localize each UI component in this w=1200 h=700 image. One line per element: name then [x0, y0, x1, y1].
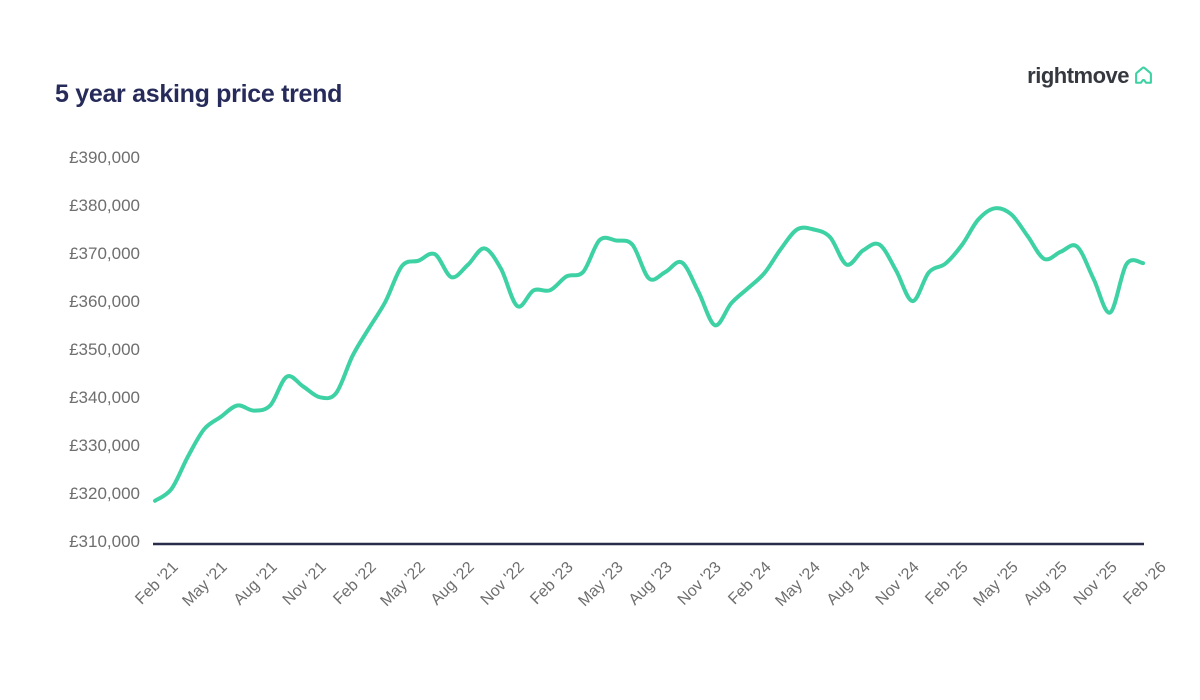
rightmove-logo: rightmove: [1027, 63, 1156, 89]
y-tick-label: £370,000: [69, 244, 140, 263]
y-tick-label: £320,000: [69, 484, 140, 503]
y-tick-label: £340,000: [69, 388, 140, 407]
chart-title: 5 year asking price trend: [55, 80, 343, 108]
y-tick-label: £360,000: [69, 292, 140, 311]
y-tick-label: £350,000: [69, 340, 140, 359]
rightmove-logo-text: rightmove: [1027, 63, 1129, 88]
y-tick-label: £310,000: [69, 532, 140, 551]
y-tick-label: £380,000: [69, 196, 140, 215]
price-trend-line: [153, 206, 1145, 503]
y-tick-label: £390,000: [69, 148, 140, 167]
rightmove-house-icon: [1135, 66, 1152, 84]
y-tick-label: £330,000: [69, 436, 140, 455]
